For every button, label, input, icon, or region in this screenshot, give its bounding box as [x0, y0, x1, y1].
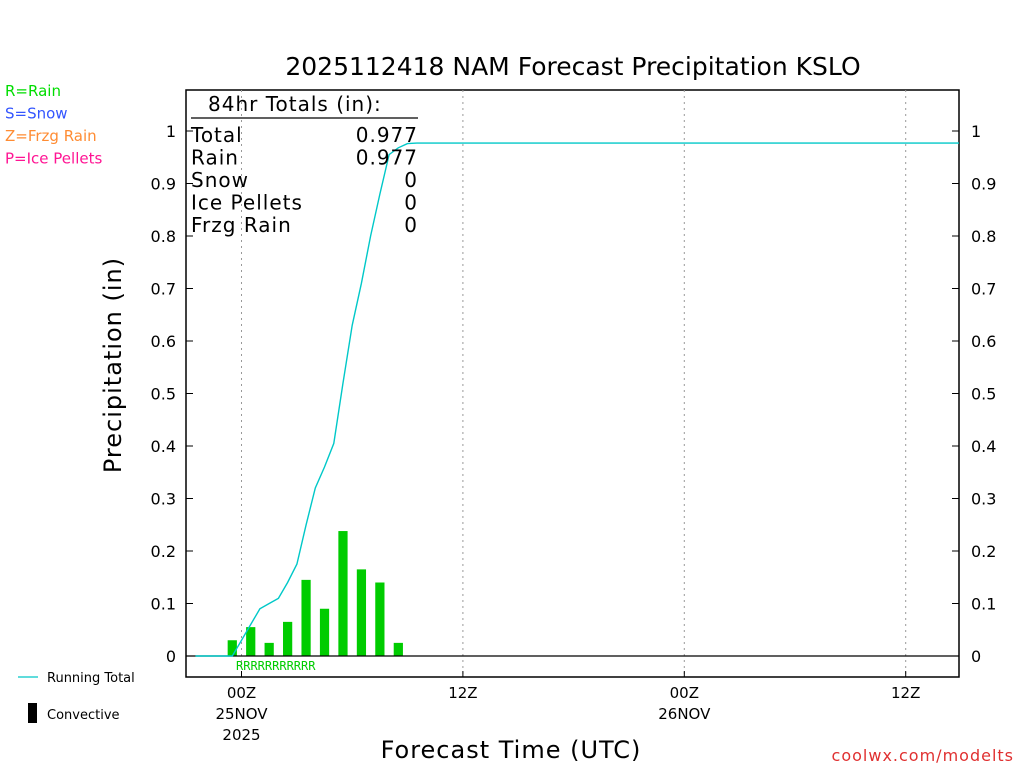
totals-box: 84hr Totals (in): Total 0.977 Rain 0.977 Sno… [190, 92, 418, 237]
running-total-series [195, 142, 959, 657]
y-tick-label-right: 0.5 [971, 385, 996, 404]
totals-row-value: 0.977 [356, 146, 418, 170]
footer-link[interactable]: coolwx.com/modelts [832, 746, 1014, 765]
totals-header: 84hr Totals (in): [208, 92, 382, 116]
y-tick-label-left: 0.3 [151, 490, 176, 509]
y-tick-label-left: 0.1 [151, 595, 176, 614]
y-axis-label: Precipitation (in) [99, 257, 127, 473]
y-tick-label-left: 0.9 [151, 175, 176, 194]
totals-row-label: Ice Pellets [191, 191, 303, 215]
y-tick-label-right: 0 [971, 647, 981, 666]
x-tick-year: 2025 [222, 726, 260, 744]
precip-bar [301, 579, 311, 656]
totals-row-label: Total [190, 123, 243, 147]
y-tick-label-left: 1 [166, 122, 176, 141]
y-tick-label-right: 0.4 [971, 437, 996, 456]
precip-bar [227, 640, 237, 656]
ptype-legend-item: Z=Frzg Rain [5, 127, 97, 145]
y-tick-label-left: 0.2 [151, 542, 176, 561]
convective-swatch [28, 703, 37, 723]
x-gridlines [241, 90, 907, 677]
x-axis-ticks: 00Z 25NOV 2025 12Z 00Z 26NOV 12Z [215, 671, 920, 744]
y-tick-label-left: 0.4 [151, 437, 176, 456]
y-tick-label-right: 0.7 [971, 280, 996, 299]
y-tick-label-right: 0.9 [971, 175, 996, 194]
totals-row-value: 0 [404, 213, 418, 237]
x-tick-label: 12Z [448, 684, 477, 702]
x-tick-date: 26NOV [658, 705, 711, 723]
y-tick-label-left: 0.7 [151, 280, 176, 299]
precip-bar [319, 608, 330, 656]
y-tick-label-right: 0.2 [971, 542, 996, 561]
x-tick-label: 00Z [670, 684, 699, 702]
y-tick-label-right: 0.1 [971, 595, 996, 614]
precip-bar [264, 642, 274, 656]
x-tick-label: 12Z [891, 684, 920, 702]
ptype-legend: R=Rain S=Snow Z=Frzg Rain P=Ice Pellets [5, 82, 102, 168]
ptype-legend-item: P=Ice Pellets [5, 150, 102, 168]
totals-row-label: Frzg Rain [191, 213, 292, 237]
y-tick-label-left: 0 [166, 647, 176, 666]
chart-title: 2025112418 NAM Forecast Precipitation KS… [285, 52, 860, 81]
y-tick-label-right: 0.3 [971, 490, 996, 509]
ptype-legend-item: R=Rain [5, 82, 61, 100]
precip-bar [375, 582, 385, 656]
y-tick-label-left: 0.6 [151, 332, 176, 351]
plot-frame [185, 89, 960, 678]
x-tick-date: 25NOV [215, 705, 268, 723]
x-tick-label: 00Z [227, 684, 256, 702]
y-tick-label-right: 1 [971, 122, 981, 141]
totals-row-label: Rain [191, 146, 239, 170]
ptype-row: RRRRRRRRRRR [236, 659, 316, 673]
x-axis-label: Forecast Time (UTC) [381, 736, 642, 764]
convective-legend: Convective [47, 708, 120, 723]
y-tick-label-left: 0.5 [151, 385, 176, 404]
precip-bar [338, 531, 348, 656]
y-tick-label-left: 0.8 [151, 227, 176, 246]
precip-bars [227, 531, 403, 656]
ptype-legend-item: S=Snow [5, 105, 68, 123]
y-tick-label-right: 0.8 [971, 227, 996, 246]
precip-bar [283, 621, 293, 656]
totals-row-label: Snow [191, 168, 249, 192]
running-total-line [195, 142, 959, 657]
running-total-legend: Running Total [47, 671, 135, 686]
totals-row-value: 0.977 [356, 123, 418, 147]
precip-bar [393, 642, 403, 656]
y-axis-ticks: 0 00.1 0.10.2 0.20.3 0.30.4 0.40.5 0.50.6 0.60.… [151, 122, 997, 666]
precip-bar [246, 627, 256, 656]
y-tick-label-right: 0.6 [971, 332, 996, 351]
totals-row-value: 0 [404, 168, 418, 192]
precip-bar [356, 569, 367, 656]
totals-row-value: 0 [404, 191, 418, 215]
